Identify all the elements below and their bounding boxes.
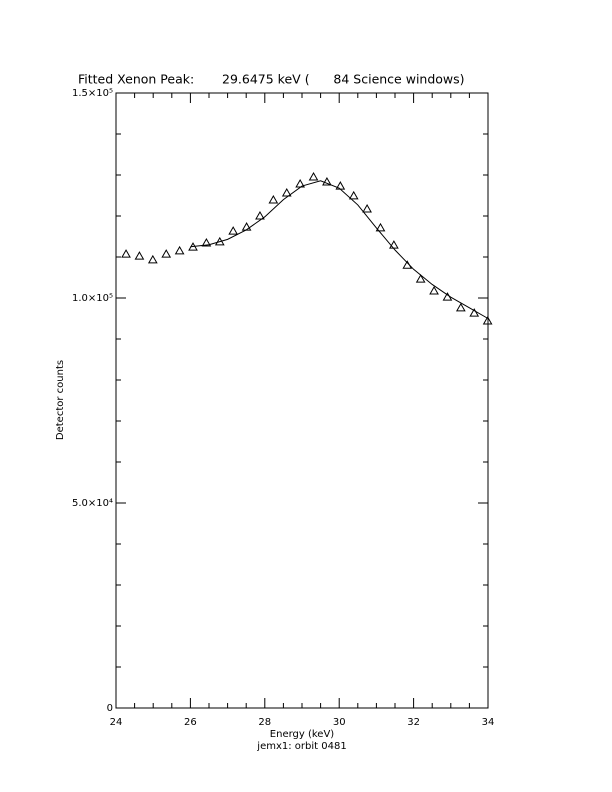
- data-point: [174, 245, 185, 255]
- data-point: [255, 210, 265, 220]
- data-point: [201, 238, 212, 247]
- chart-title: Fitted Xenon Peak: 29.6475 keV ( 84 Scie…: [78, 72, 465, 87]
- data-point: [348, 190, 359, 200]
- data-point: [241, 222, 252, 231]
- x-tick-label: 30: [333, 717, 346, 728]
- data-point: [308, 172, 319, 181]
- x-tick-label: 34: [482, 717, 495, 728]
- data-point: [482, 315, 493, 325]
- plot-frame: [115, 92, 489, 709]
- subtitle: jemx1: orbit 0481: [256, 741, 346, 752]
- data-point: [455, 302, 466, 312]
- data-point: [362, 204, 372, 213]
- data-point: [134, 251, 145, 260]
- y-tick-label: 0: [107, 703, 113, 714]
- data-point: [322, 176, 332, 186]
- x-tick-label: 24: [110, 717, 123, 728]
- data-point: [228, 226, 239, 235]
- y-axis-label: Detector counts: [55, 360, 66, 440]
- data-point: [147, 254, 158, 264]
- fit-curve: [190, 180, 489, 319]
- data-point: [161, 249, 172, 258]
- data-point: [469, 308, 480, 317]
- x-axis-label: Energy (keV): [270, 729, 335, 740]
- data-point: [121, 249, 131, 258]
- data-point: [415, 274, 426, 283]
- data-point: [335, 181, 346, 190]
- data-point: [375, 222, 386, 232]
- data-point: [268, 195, 279, 204]
- x-tick-label: 28: [258, 717, 271, 728]
- data-point: [429, 286, 439, 295]
- y-tick-label: 1.5×10⁵: [72, 88, 113, 99]
- x-tick-label: 32: [407, 717, 420, 728]
- x-tick-label: 26: [184, 717, 197, 728]
- data-point: [281, 188, 292, 197]
- y-tick-label: 5.0×10⁴: [72, 498, 113, 509]
- y-tick-label: 1.0×10⁵: [72, 293, 113, 304]
